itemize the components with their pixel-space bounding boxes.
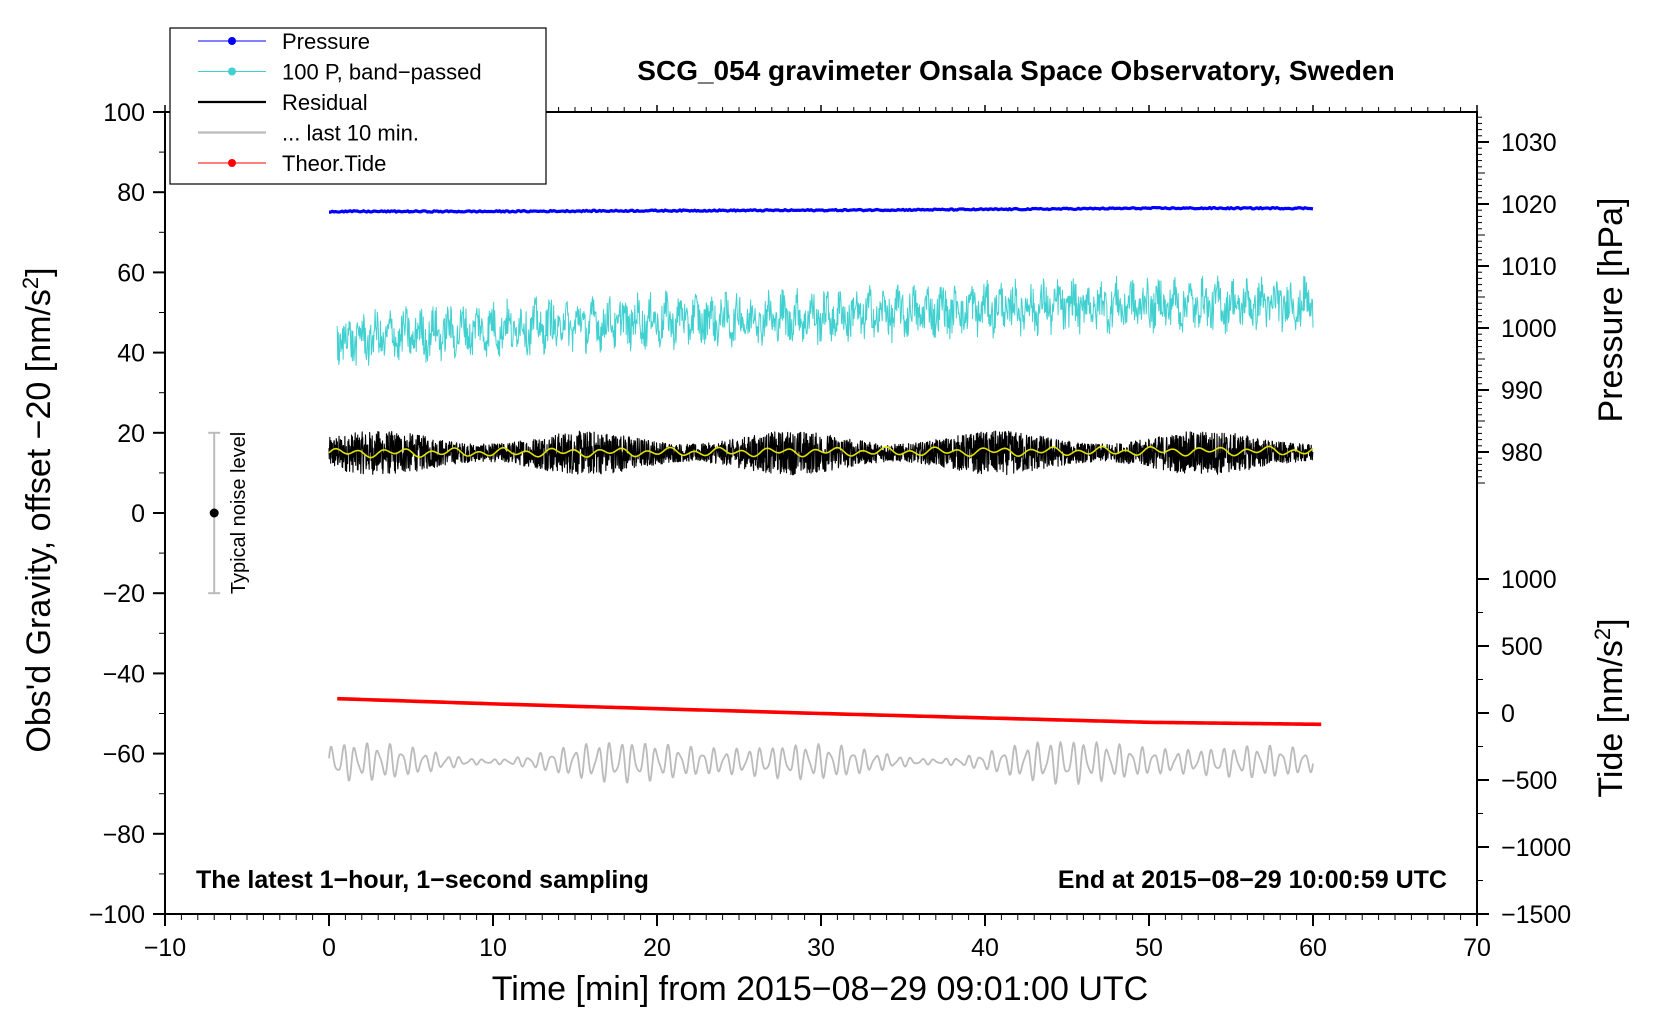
y-tick-label: 0	[131, 500, 145, 528]
tide-tick-label: 500	[1501, 633, 1543, 661]
y-tick-label: −40	[103, 660, 145, 688]
series-last-10-min	[328, 741, 1314, 785]
legend-marker	[228, 159, 236, 167]
y-tick-label: −60	[103, 741, 145, 769]
x-tick-label: 20	[643, 934, 671, 962]
y-tick-label: 60	[117, 259, 145, 287]
legend: Pressure 100 P, band−passed Residual ... la…	[169, 27, 547, 185]
x-tick-label: 0	[322, 934, 336, 962]
tide-tick-label: −1500	[1501, 901, 1571, 929]
y-tick-label: −20	[103, 580, 145, 608]
x-tick-label: 50	[1135, 934, 1163, 962]
x-tick-label: −10	[144, 934, 186, 962]
plot-marks	[328, 205, 1322, 785]
sampling-note: The latest 1−hour, 1−second sampling	[196, 866, 649, 894]
tide-tick-label: 1000	[1501, 566, 1557, 594]
series-theor-tide	[337, 696, 1322, 727]
series-residual	[328, 430, 1314, 476]
x-tick-label: 40	[971, 934, 999, 962]
tide-tick-label: −1000	[1501, 834, 1571, 862]
series-pressure	[328, 205, 1314, 214]
y-tick-label: 100	[103, 99, 145, 127]
legend-label: Pressure	[282, 29, 370, 54]
y-axis-title-exp: 2	[18, 277, 43, 289]
pressure-tick-label: 1010	[1501, 253, 1557, 281]
noise-bar-center	[209, 508, 219, 518]
chart-title: SCG_054 gravimeter Onsala Space Observat…	[637, 55, 1394, 86]
tide-axis-title: Tide [nm/s2]	[1590, 618, 1630, 797]
pressure-axis-title: Pressure [hPa]	[1592, 198, 1630, 423]
pressure-tick-label: 990	[1501, 377, 1543, 405]
y-axis-title-end: ]	[20, 267, 58, 276]
x-tick-label: 10	[479, 934, 507, 962]
tide-axis-title-text: Tide [nm/s	[1592, 640, 1630, 797]
tide-tick-label: −500	[1501, 767, 1557, 795]
x-tick-label: 70	[1463, 934, 1491, 962]
x-tick-label: 60	[1299, 934, 1327, 962]
plot-frame	[164, 111, 1478, 915]
pressure-tick-label: 1020	[1501, 191, 1557, 219]
legend-label: Residual	[282, 90, 368, 115]
y-tick-label: 40	[117, 340, 145, 368]
series-band-passed	[336, 275, 1314, 366]
noise-indicator: Typical noise level	[208, 431, 250, 595]
y-axis-title-text: Obs'd Gravity, offset −20 [nm/s	[20, 289, 58, 752]
y-axis-title: Obs'd Gravity, offset −20 [nm/s2]	[18, 267, 58, 752]
pressure-tick-label: 1000	[1501, 315, 1557, 343]
y-tick-label: 80	[117, 179, 145, 207]
end-time-note: End at 2015−08−29 10:00:59 UTC	[1058, 866, 1447, 894]
legend-box	[169, 27, 547, 185]
tide-tick-label: 0	[1501, 700, 1515, 728]
tide-axis-title-exp: 2	[1590, 628, 1615, 640]
series-residual-smoothed	[328, 445, 1314, 459]
legend-items: Pressure 100 P, band−passed Residual ... la…	[198, 29, 482, 176]
noise-label: Typical noise level	[228, 432, 250, 594]
x-axis-title: Time [min] from 2015−08−29 09:01:00 UTC	[492, 970, 1148, 1008]
x-tick-label: 30	[807, 934, 835, 962]
pressure-tick-label: 980	[1501, 439, 1543, 467]
legend-marker	[228, 37, 236, 45]
y-tick-label: −80	[103, 821, 145, 849]
pressure-tick-label: 1030	[1501, 129, 1557, 157]
legend-label: ... last 10 min.	[282, 121, 419, 146]
axes: −10 0 10 20 30 40 50 60 70−100−80−60−40−20020406…	[89, 99, 1572, 962]
y-tick-label: −100	[89, 901, 145, 929]
tide-axis-title-end: ]	[1592, 618, 1630, 627]
legend-marker	[228, 67, 236, 76]
legend-label: 100 P, band−passed	[282, 60, 482, 85]
legend-label: Theor.Tide	[282, 151, 386, 176]
y-tick-label: 20	[117, 420, 145, 448]
